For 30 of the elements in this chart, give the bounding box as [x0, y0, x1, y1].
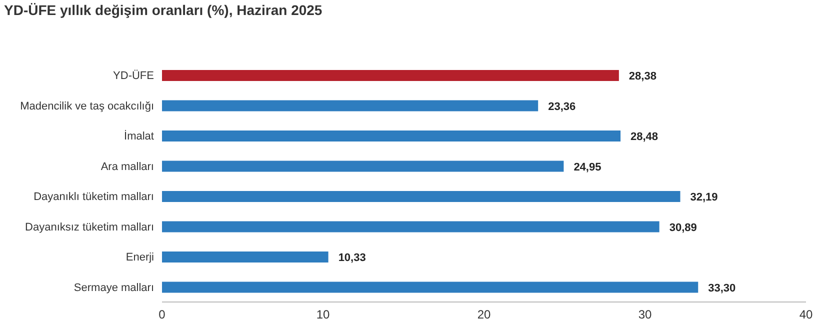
y-tick-label: Dayanıksız tüketim malları — [25, 221, 154, 234]
x-tick-label: 0 — [158, 308, 166, 322]
data-label: 28,48 — [630, 131, 658, 143]
data-label: 32,19 — [690, 192, 718, 204]
y-tick-label: Ara malları — [100, 160, 154, 173]
x-tick-label: 20 — [477, 308, 491, 322]
data-label: 10,33 — [338, 252, 366, 264]
bar — [162, 221, 660, 232]
data-label: 28,38 — [628, 70, 656, 82]
data-label: 30,89 — [669, 222, 697, 234]
y-tick-label: Enerji — [126, 252, 154, 264]
data-label: 33,30 — [708, 282, 736, 294]
x-tick-label: 30 — [638, 308, 652, 322]
bar — [162, 282, 698, 293]
bar — [162, 191, 680, 202]
bar — [162, 100, 538, 112]
x-tick-label: 10 — [316, 308, 330, 322]
chart-title: YD-ÜFE yıllık değişim oranları (%), Haziran 2025 — [4, 2, 322, 18]
y-tick-label: Sermaye malları — [74, 282, 154, 294]
bar — [162, 70, 619, 81]
y-tick-label: Dayanıklı tüketim malları — [34, 191, 154, 204]
bar — [162, 130, 621, 142]
y-tick-label: Madencilik ve taş ocakcılığı — [20, 100, 154, 112]
bar — [162, 160, 564, 172]
data-label: 24,95 — [574, 161, 602, 174]
y-tick-label: YD-ÜFE — [113, 69, 154, 82]
y-tick-label: İmalat — [124, 130, 154, 143]
data-label: 23,36 — [548, 100, 576, 113]
x-tick-label: 40 — [799, 308, 813, 322]
bar — [162, 252, 328, 262]
